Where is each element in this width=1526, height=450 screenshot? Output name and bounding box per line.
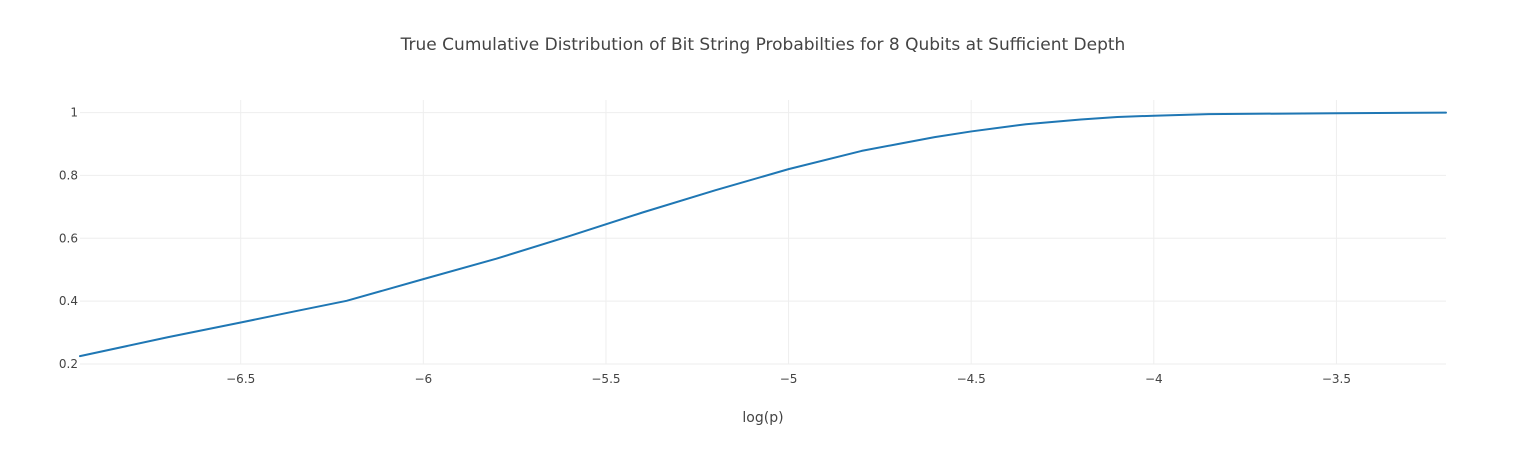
x-tick-label: −6 <box>414 372 432 386</box>
y-axis-tick-labels: 0.2 0.4 0.6 0.8 1 <box>59 106 78 371</box>
y-tick-label: 0.2 <box>59 357 78 371</box>
x-tick-label: −3.5 <box>1322 372 1351 386</box>
x-tick-label: −5.5 <box>591 372 620 386</box>
y-tick-label: 0.6 <box>59 231 78 245</box>
x-tick-label: −5 <box>780 372 798 386</box>
plot-area <box>79 111 1447 358</box>
x-tick-label: −6.5 <box>226 372 255 386</box>
chart-title: True Cumulative Distribution of Bit Stri… <box>400 35 1126 55</box>
x-axis-title: log(p) <box>742 410 783 426</box>
x-tick-label: −4 <box>1145 372 1163 386</box>
x-tick-label: −4.5 <box>957 372 986 386</box>
y-tick-label: 0.4 <box>59 294 78 308</box>
y-tick-label: 0.8 <box>59 168 78 182</box>
x-axis-tick-labels: −6.5 −6 −5.5 −5 −4.5 −4 −3.5 <box>226 372 1351 386</box>
grid-lines <box>80 100 1446 365</box>
y-tick-label: 1 <box>70 106 78 120</box>
cdf-series-line <box>79 111 1447 358</box>
